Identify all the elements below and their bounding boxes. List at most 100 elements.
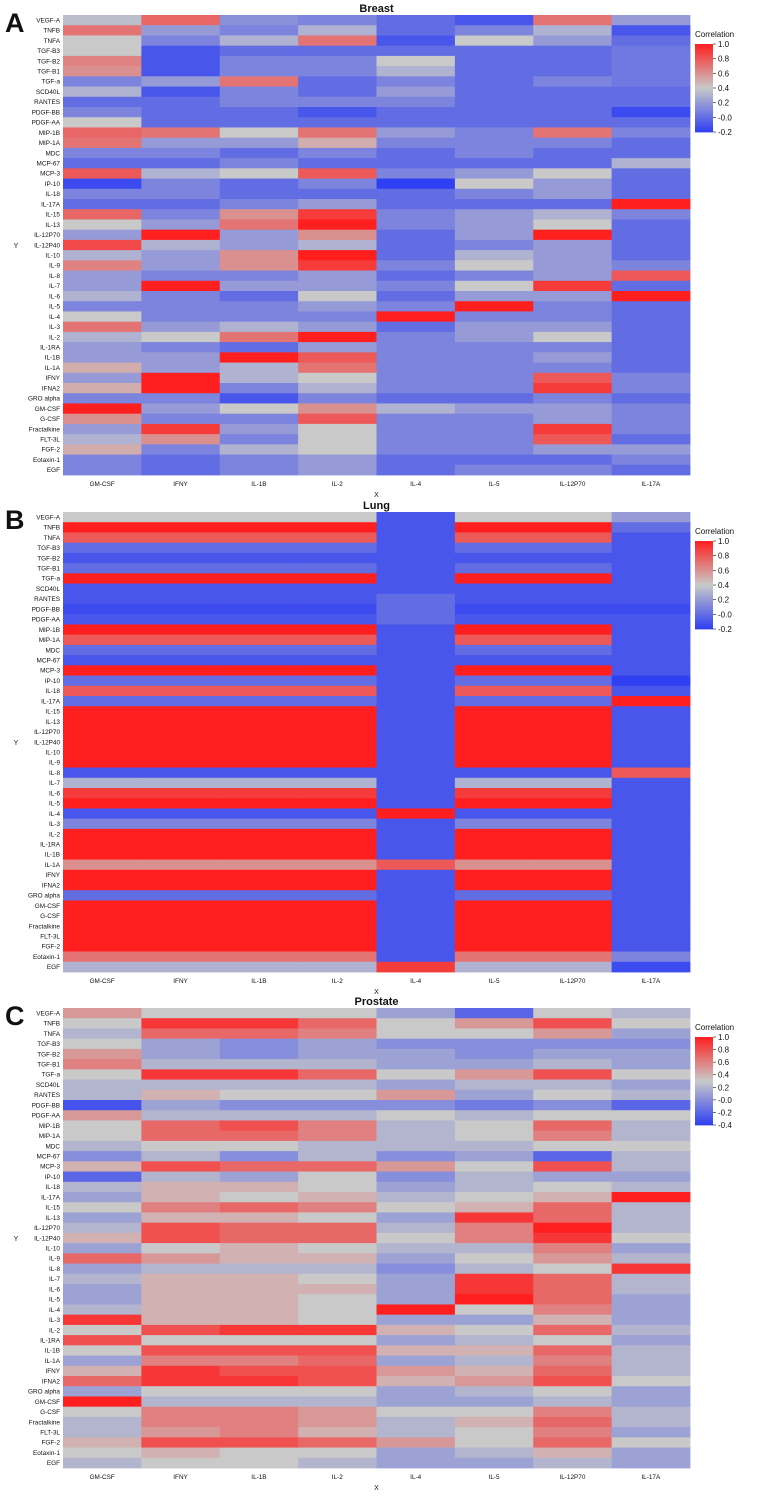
panel-a-cell-il-9-il-1b xyxy=(219,260,299,271)
panel-c-cell-il-5-il-2 xyxy=(298,1294,377,1305)
panel-c-y-tick-label: Eotaxin-1 xyxy=(33,1450,60,1457)
panel-a-cell-vegf-a-il-1b xyxy=(219,15,299,26)
panel-b-legend-swatch xyxy=(695,574,713,577)
panel-c-cell-il-4-il-1b xyxy=(219,1304,299,1316)
panel-b-y-tick-label: PDGF-AA xyxy=(32,617,61,624)
panel-b-cell-il-17a-il-4 xyxy=(376,696,456,707)
panel-c-legend-swatch xyxy=(695,1098,713,1102)
panel-b-y-tick-label: VEGF-A xyxy=(36,514,61,521)
panel-b-cell-tnfa-il-5 xyxy=(454,532,534,544)
panel-b-y-tick-label: IL-5 xyxy=(49,801,60,808)
panel-a-cell-il-2-gm-csf xyxy=(63,331,142,343)
panel-c-cell-egf-il-1b xyxy=(219,1457,299,1469)
panel-c-cell-il-17a-il-17a xyxy=(611,1192,691,1203)
panel-a-legend-tick-label: 0.8 xyxy=(718,55,730,64)
panel-a-cell-il-18-ifny xyxy=(141,188,221,200)
panel-a-cell-tgf-b3-il-12p70 xyxy=(533,45,613,57)
panel-a-cell-rantes-il-5 xyxy=(454,96,534,108)
panel-a-cell-il-1ra-il-5 xyxy=(454,342,534,353)
panel-a-cell-il-7-gm-csf xyxy=(63,280,142,292)
panel-b-cell-tgf-b3-ifny xyxy=(141,542,221,554)
panel-c-cell-il-1a-gm-csf xyxy=(63,1355,142,1367)
panel-b-cell-tgf-a-il-17a xyxy=(611,573,691,584)
panel-a-legend-tick-label: 0.6 xyxy=(718,69,730,78)
panel-c-cell-il-18-il-4 xyxy=(376,1181,456,1193)
panel-c-cell-tnfa-il-2 xyxy=(298,1028,377,1040)
panel-b-cell-fractalkine-il-12p70 xyxy=(533,920,613,932)
panel-b-cell-il-10-ifny xyxy=(141,747,221,758)
panel-a-y-tick-label: IL-4 xyxy=(49,314,60,321)
panel-c-cell-ip-10-il-1b xyxy=(219,1171,299,1183)
panel-b-y-tick-label: IL-3 xyxy=(49,821,60,828)
panel-b-cell-pdgf-bb-il-17a xyxy=(611,604,691,615)
panel-a-cell-il-8-il-12p70 xyxy=(533,270,613,282)
panel-c-legend-tick-label: 0.2 xyxy=(718,1083,730,1092)
panel-a-cell-il-12p70-gm-csf xyxy=(63,229,142,241)
panel-a-cell-il-12p40-ifny xyxy=(141,239,221,251)
panel-b-cell-il-13-il-1b xyxy=(219,716,299,728)
panel-c-cell-mcp-67-gm-csf xyxy=(63,1151,142,1162)
panel-c-cell-il-18-gm-csf xyxy=(63,1181,142,1193)
panel-c-cell-il-12p70-il-12p70 xyxy=(533,1222,613,1234)
panel-c-cell-ifny-il-4 xyxy=(376,1365,456,1377)
panel-c-legend-tick-label: 0.6 xyxy=(718,1058,730,1067)
panel-c-cell-mcp-3-il-2 xyxy=(298,1161,377,1172)
panel-b-cell-egf-il-2 xyxy=(298,961,377,973)
panel-a-cell-flt-3l-il-1b xyxy=(219,434,299,445)
panel-c-cell-pdgf-aa-il-4 xyxy=(376,1110,456,1121)
panel-a-cell-gro-alpha-ifny xyxy=(141,393,221,404)
panel-c-y-tick-label: IL-2 xyxy=(49,1327,60,1334)
panel-b-cell-il-3-gm-csf xyxy=(63,818,142,830)
panel-b-legend-tick-label: -0.2 xyxy=(718,625,732,634)
panel-b-cell-ifna2-il-12p70 xyxy=(533,880,613,891)
panel-b-cell-il-1b-il-17a xyxy=(611,849,691,860)
panel-c-cell-mip-1b-il-2 xyxy=(298,1120,377,1132)
panel-b-cell-egf-il-17a xyxy=(611,961,691,973)
panel-c-cell-il-12p40-gm-csf xyxy=(63,1232,142,1244)
panel-c-cell-il-1b-ifny xyxy=(141,1345,221,1356)
panel-a-cell-mcp-67-il-1b xyxy=(219,158,299,169)
panel-c-cell-il-12p70-il-1b xyxy=(219,1222,299,1234)
panel-a-cell-vegf-a-il-17a xyxy=(611,15,691,26)
panel-c-cell-il-8-il-4 xyxy=(376,1263,456,1275)
panel-c-cell-il-10-il-1b xyxy=(219,1243,299,1254)
panel-c-y-tick-label: VEGF-A xyxy=(36,1010,61,1017)
panel-b-cell-gm-csf-il-4 xyxy=(376,900,456,912)
panel-b-cell-il-7-il-5 xyxy=(454,777,534,789)
panel-c-x-tick-label: IL-1B xyxy=(251,1474,266,1481)
panel-a-cell-tgf-b1-il-2 xyxy=(298,66,377,77)
panel-b-cell-gro-alpha-ifny xyxy=(141,890,221,901)
panel-c-cell-eotaxin-1-il-4 xyxy=(376,1447,456,1459)
panel-a-cell-tnfb-il-12p70 xyxy=(533,25,613,36)
panel-a-cell-il-10-il-17a xyxy=(611,250,691,261)
panel-a-cell-il-10-il-2 xyxy=(298,250,377,261)
panel-b-cell-il-5-il-2 xyxy=(298,798,377,809)
panel-c-cell-flt-3l-gm-csf xyxy=(63,1427,142,1438)
panel-b-cell-il-2-il-2 xyxy=(298,828,377,840)
panel-b-cell-mip-1b-il-2 xyxy=(298,624,377,636)
panel-a-y-tick-label: G-CSF xyxy=(40,416,60,423)
panel-a-y-tick-label: TGF-a xyxy=(42,79,61,86)
panel-a-cell-il-7-il-4 xyxy=(376,280,456,292)
panel-c-cell-flt-3l-il-12p70 xyxy=(533,1427,613,1438)
panel-c-cell-il-10-il-2 xyxy=(298,1243,377,1254)
panel-c-y-tick-label: PDGF-BB xyxy=(32,1102,60,1109)
panel-c-legend-swatch xyxy=(695,1092,713,1095)
panel-a-cell-il-1b-ifny xyxy=(141,352,221,363)
panel-b-legend-swatch xyxy=(695,602,713,606)
panel-c-cell-gm-csf-gm-csf xyxy=(63,1396,142,1408)
panel-a-cell-il-4-ifny xyxy=(141,311,221,323)
panel-a-cell-g-csf-il-12p70 xyxy=(533,413,613,425)
panel-b-x-tick-label: IL-2 xyxy=(332,978,343,985)
panel-a-cell-il-12p70-il-12p70 xyxy=(533,229,613,241)
panel-b-legend-swatch xyxy=(695,622,713,625)
panel-a-cell-tgf-b2-il-12p70 xyxy=(533,55,613,67)
panel-b-cell-il-1b-il-4 xyxy=(376,849,456,860)
panel-b-cell-il-15-il-4 xyxy=(376,706,456,717)
panel-b-cell-g-csf-ifny xyxy=(141,910,221,922)
panel-c-y-tick-label: TGF-B3 xyxy=(37,1041,60,1048)
panel-a-cell-il-1a-il-2 xyxy=(298,362,377,374)
panel-b-cell-tgf-a-gm-csf xyxy=(63,573,142,584)
panel-b-cell-il-7-ifny xyxy=(141,777,221,789)
panel-a-cell-il-10-ifny xyxy=(141,250,221,261)
